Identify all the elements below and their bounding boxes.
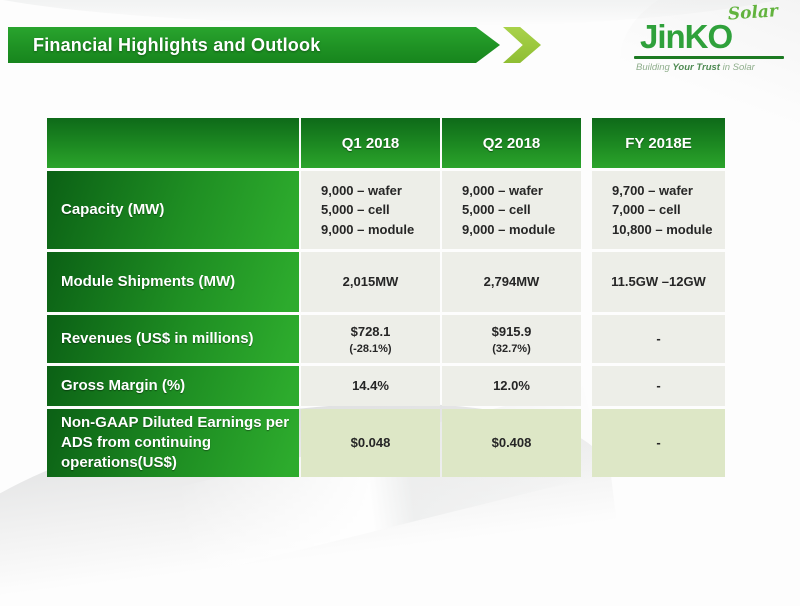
cell-value: - <box>656 331 661 347</box>
table-row-non-gaap-eps: Non-GAAP Diluted Earnings per ADS from c… <box>47 409 727 477</box>
header-cell-fy: FY 2018E <box>592 118 725 168</box>
cell-gross-margin-fy: - <box>592 366 725 406</box>
cell-non-gaap-eps-fy: - <box>592 409 725 477</box>
logo-underline <box>634 56 784 59</box>
cell-revenues-fy: - <box>592 315 725 363</box>
cell-capacity-fy: 9,700 – wafer 7,000 – cell 10,800 – module <box>592 171 725 249</box>
cell-capacity-q1: 9,000 – wafer 5,000 – cell 9,000 – module <box>301 171 440 249</box>
cell-value: $915.9 <box>491 324 532 340</box>
cell-non-gaap-eps-q1: $0.048 <box>301 409 440 477</box>
cell-value: - <box>656 435 661 451</box>
cell-capacity-q2: 9,000 – wafer 5,000 – cell 9,000 – module <box>442 171 581 249</box>
cell-non-gaap-eps-q2: $0.408 <box>442 409 581 477</box>
column-gap <box>583 315 590 363</box>
cell-value: 7,000 – cell <box>612 202 681 218</box>
cell-module-shipments-fy: 11.5GW –12GW <box>592 252 725 312</box>
cell-module-shipments-q2: 2,794MW <box>442 252 581 312</box>
cell-value: - <box>656 378 661 394</box>
table-row-module-shipments: Module Shipments (MW) 2,015MW 2,794MW 11.5G… <box>47 252 727 312</box>
header-cell-q1: Q1 2018 <box>301 118 440 168</box>
jinko-solar-logo: Solar JinKO Building Your Trust in Solar <box>634 1 784 73</box>
column-gap <box>583 252 590 312</box>
header-cell-q2: Q2 2018 <box>442 118 581 168</box>
cell-value: 10,800 – module <box>612 221 713 237</box>
financial-table: Q1 2018 Q2 2018 FY 2018E Capacity (MW) 9,… <box>47 118 727 480</box>
cell-value: 2,794MW <box>483 274 540 290</box>
cell-gross-margin-q2: 12.0% <box>442 366 581 406</box>
tagline-bold: Your Trust <box>672 62 720 73</box>
cell-value: 12.0% <box>493 378 530 394</box>
cell-value: 9,000 – module <box>321 221 415 237</box>
cell-value: (-28.1%) <box>349 342 392 355</box>
cell-gross-margin-q1: 14.4% <box>301 366 440 406</box>
column-gap <box>583 118 590 168</box>
row-label-capacity: Capacity (MW) <box>47 171 299 249</box>
cell-value: 9,700 – wafer <box>612 182 693 198</box>
table-row-capacity: Capacity (MW) 9,000 – wafer 5,000 – cell 9,… <box>47 171 727 249</box>
cell-value: (32.7%) <box>492 342 531 355</box>
cell-value: 9,000 – module <box>462 221 556 237</box>
table-body: Capacity (MW) 9,000 – wafer 5,000 – cell 9,… <box>47 171 727 477</box>
title-banner: Financial Highlights and Outlook <box>8 27 500 63</box>
cell-value: 5,000 – cell <box>462 202 531 218</box>
tagline-pre: Building <box>636 62 670 73</box>
row-label-revenues: Revenues (US$ in millions) <box>47 315 299 363</box>
column-gap <box>583 409 590 477</box>
cell-revenues-q1: $728.1 (-28.1%) <box>301 315 440 363</box>
column-gap <box>583 171 590 249</box>
cell-module-shipments-q1: 2,015MW <box>301 252 440 312</box>
cell-value: $0.408 <box>491 435 532 451</box>
row-label-module-shipments: Module Shipments (MW) <box>47 252 299 312</box>
cell-value: $728.1 <box>350 324 391 340</box>
table-header-row: Q1 2018 Q2 2018 FY 2018E <box>47 118 727 168</box>
chevron-right-icon <box>503 27 541 63</box>
logo-tagline: Building Your Trust in Solar <box>634 62 784 73</box>
table-row-gross-margin: Gross Margin (%) 14.4% 12.0% - <box>47 366 727 406</box>
header-cell-blank <box>47 118 299 168</box>
tagline-post: in Solar <box>722 62 755 73</box>
row-label-gross-margin: Gross Margin (%) <box>47 366 299 406</box>
row-label-non-gaap-eps: Non-GAAP Diluted Earnings per ADS from c… <box>47 409 299 477</box>
table-row-revenues: Revenues (US$ in millions) $728.1 (-28.1%)… <box>47 315 727 363</box>
slide-title: Financial Highlights and Outlook <box>33 34 321 55</box>
cell-value: 5,000 – cell <box>321 202 390 218</box>
cell-value: 11.5GW –12GW <box>611 274 706 290</box>
cell-value: 2,015MW <box>342 274 399 290</box>
cell-value: $0.048 <box>350 435 391 451</box>
cell-revenues-q2: $915.9 (32.7%) <box>442 315 581 363</box>
column-gap <box>583 366 590 406</box>
cell-value: 14.4% <box>352 378 389 394</box>
cell-value: 9,000 – wafer <box>321 182 402 198</box>
logo-brand-text: JinKO <box>640 18 733 55</box>
cell-value: 9,000 – wafer <box>462 182 543 198</box>
